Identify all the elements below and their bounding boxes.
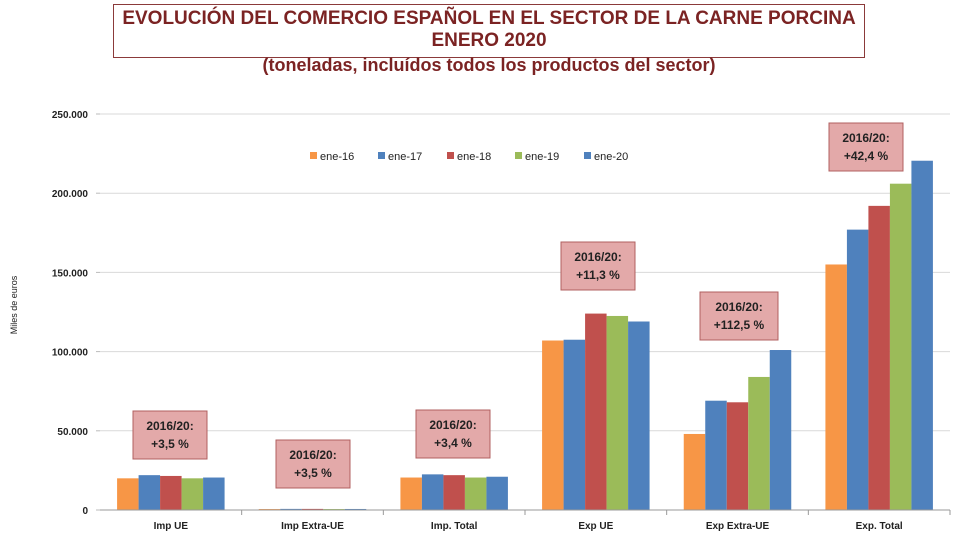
legend-swatch-ene-20: [584, 152, 591, 159]
x-tick-label: Imp UE: [154, 521, 189, 532]
bar-ene-20: [203, 477, 225, 510]
y-tick-label: 0: [82, 506, 88, 517]
bar-ene-16: [542, 340, 564, 510]
annotation-line2: +11,3 %: [576, 268, 620, 282]
annotation-line1: 2016/20:: [289, 448, 336, 462]
x-tick-label: Imp. Total: [431, 521, 478, 532]
annotation-line1: 2016/20:: [842, 131, 889, 145]
annotation-bg: [275, 439, 351, 489]
annotation-box: 2016/20: +3,4 %: [415, 409, 491, 459]
legend-swatch-ene-19: [515, 152, 522, 159]
bar-ene-17: [563, 339, 586, 510]
annotation-line1: 2016/20:: [715, 300, 762, 314]
legend-label-ene-19: ene-19: [525, 151, 559, 163]
legend-swatch-ene-18: [447, 152, 454, 159]
axes: 0 50.000 100.000 150.000 200.000 250.000 Imp U…: [52, 110, 951, 532]
chart-title-box: EVOLUCIÓN DEL COMERCIO ESPAÑOL EN EL SEC…: [113, 4, 865, 75]
y-tick-label: 100.000: [52, 348, 89, 359]
y-tick-label: 150.000: [52, 268, 89, 279]
legend-label-ene-16: ene-16: [320, 151, 354, 163]
bar-ene-18: [868, 205, 890, 510]
annotation-box: 2016/20: +11,3 %: [560, 241, 636, 291]
legend-swatch-ene-17: [378, 152, 385, 159]
y-tick-label: 50.000: [57, 427, 88, 438]
y-axis-label: Miles de euros: [9, 275, 19, 334]
y-tick-label: 200.000: [52, 189, 89, 200]
legend-label-ene-20: ene-20: [594, 151, 628, 163]
annotation-line1: 2016/20:: [429, 418, 476, 432]
y-tick-label: 250.000: [52, 110, 89, 121]
bar-ene-17: [705, 400, 727, 510]
legend-label-ene-17: ene-17: [388, 151, 422, 163]
bar-ene-16: [683, 433, 706, 510]
bar-ene-19: [464, 477, 487, 510]
bars: [117, 160, 933, 511]
bar-ene-17: [421, 474, 444, 510]
x-tick-label: Imp Extra-UE: [281, 521, 344, 532]
x-tick-label: Exp UE: [578, 521, 613, 532]
bar-ene-18: [160, 475, 182, 510]
bar-ene-18: [726, 402, 749, 510]
annotation-box: 2016/20: +42,4 %: [828, 122, 904, 172]
x-tick-label: Exp. Total: [856, 521, 903, 532]
annotation-line2: +3,4 %: [434, 436, 472, 450]
chart-title: EVOLUCIÓN DEL COMERCIO ESPAÑOL EN EL SEC…: [122, 8, 856, 51]
bar-ene-17: [138, 475, 161, 510]
annotation-line2: +3,5 %: [294, 466, 332, 480]
annotation-bg: [415, 409, 491, 459]
annotation-line2: +112,5 %: [714, 318, 765, 332]
gridlines: [100, 113, 950, 432]
x-tick-label: Exp Extra-UE: [706, 521, 770, 532]
bar-ene-18: [585, 313, 607, 510]
bar-ene-16: [400, 477, 422, 510]
bar-ene-16: [825, 264, 847, 510]
annotation-line1: 2016/20:: [574, 250, 621, 264]
annotations: 2016/20: +3,5 % 2016/20: +3,5 % 2016/20: +3,4…: [132, 122, 904, 489]
bar-ene-16: [117, 478, 139, 510]
bar-ene-18: [301, 508, 324, 510]
bar-ene-19: [181, 478, 204, 510]
bar-ene-18: [443, 475, 465, 510]
bar-ene-20: [486, 476, 508, 510]
annotation-line2: +3,5 %: [151, 437, 189, 451]
annotation-line1: 2016/20:: [146, 419, 193, 433]
bar-ene-19: [889, 183, 912, 511]
annotation-box: 2016/20: +3,5 %: [275, 439, 351, 489]
legend-label-ene-18: ene-18: [457, 151, 491, 163]
annotation-box: 2016/20: +3,5 %: [132, 410, 208, 460]
bar-ene-19: [606, 315, 629, 510]
bar-ene-20: [769, 350, 792, 510]
legend-swatch-ene-16: [310, 152, 317, 159]
bar-ene-20: [628, 321, 650, 510]
bar-ene-17: [280, 508, 302, 510]
annotation-bg: [828, 122, 904, 172]
annotation-bg: [132, 410, 208, 460]
bar-ene-17: [846, 229, 869, 510]
chart-subtitle: (toneladas, incluídos todos los producto…: [262, 55, 716, 75]
bar-ene-20: [344, 508, 367, 510]
annotation-box: 2016/20: +112,5 %: [699, 291, 779, 341]
annotation-bg: [560, 241, 636, 291]
bar-ene-20: [911, 160, 933, 510]
bar-ene-19: [748, 376, 770, 510]
annotation-line2: +42,4 %: [844, 149, 889, 163]
annotation-bg: [699, 291, 779, 341]
legend: ene-16 ene-17 ene-18 ene-19 ene-20: [310, 151, 628, 163]
